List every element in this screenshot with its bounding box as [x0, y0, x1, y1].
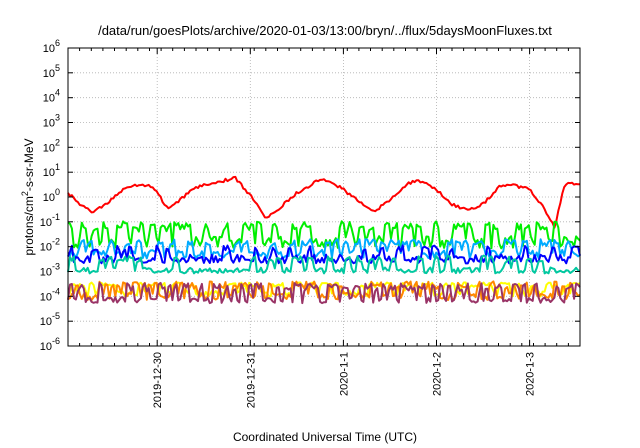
x-axis-label: Coordinated Universal Time (UTC): [233, 430, 417, 444]
plot-frame: [67, 47, 581, 347]
y-tick-label: 102: [43, 137, 60, 154]
y-tick-label: 106: [43, 38, 60, 55]
series-line-4: [67, 244, 581, 265]
series-layer: [67, 175, 581, 305]
y-tick-label: 10-2: [40, 237, 60, 254]
x-tick-label: 2020-1-1: [338, 352, 350, 396]
y-tick-label: 100: [43, 187, 60, 204]
series-line-5: [67, 254, 581, 275]
series-line-1: [67, 175, 580, 229]
x-tick-label: 2020-1-3: [525, 352, 537, 396]
series-line-2: [67, 220, 581, 250]
y-tick-label: 101: [43, 162, 60, 179]
y-tick-label: 105: [43, 63, 60, 80]
series-line-8: [67, 281, 581, 305]
y-tick-label: 103: [43, 113, 60, 130]
y-tick-label: 10-5: [40, 311, 60, 328]
y-tick-label: 10-4: [40, 286, 60, 303]
y-tick-label: 10-6: [40, 336, 60, 353]
y-tick-label: 104: [43, 88, 60, 105]
x-tick-label: 2019-12-31: [245, 352, 257, 408]
y-tick-label: 10-3: [40, 262, 60, 279]
series-line-3: [67, 238, 581, 260]
chart-title: /data/run/goesPlots/archive/2020-01-03/1…: [98, 23, 552, 38]
x-tick-label: 2019-12-30: [152, 352, 164, 408]
y-tick-label: 10-1: [40, 212, 60, 229]
y-axis-label: protons/cm2-s-sr-MeV: [20, 138, 36, 255]
tick-layer: 10-6 10-5 10-4 10-3 10-2 10-1 100 101 102 103 104 1…: [40, 38, 581, 408]
series-line-7: [67, 280, 581, 301]
x-tick-label: 2020-1-2: [432, 352, 444, 396]
